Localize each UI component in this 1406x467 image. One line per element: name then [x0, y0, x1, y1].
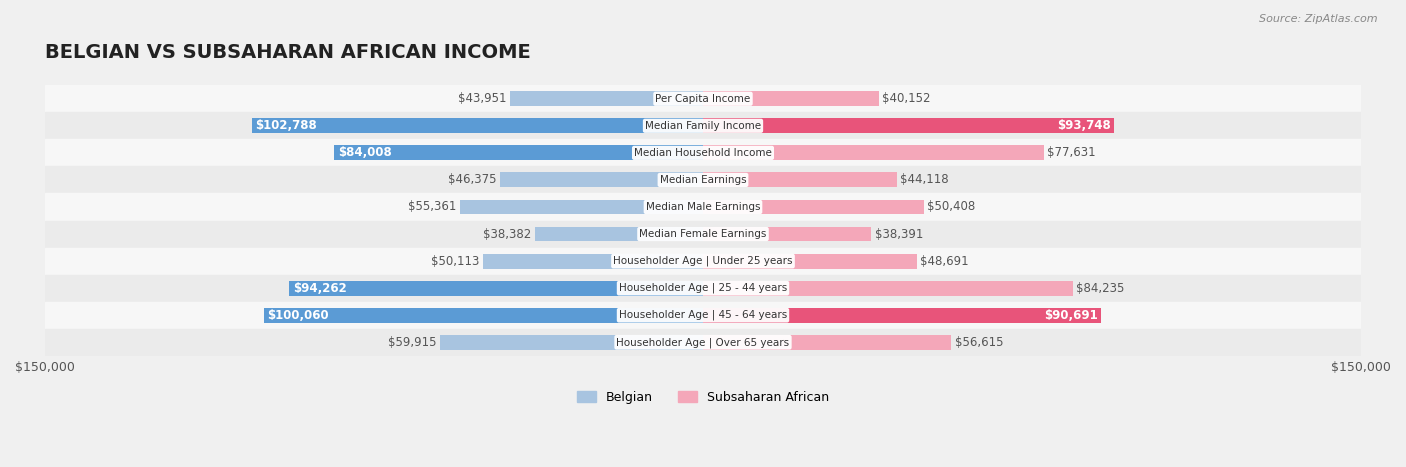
Bar — [703, 92, 879, 106]
Bar — [45, 329, 1361, 356]
Text: Median Family Income: Median Family Income — [645, 121, 761, 131]
Bar — [534, 226, 703, 241]
Text: Per Capita Income: Per Capita Income — [655, 94, 751, 104]
Bar — [460, 199, 703, 214]
Text: $38,391: $38,391 — [875, 227, 924, 241]
Bar — [703, 254, 917, 269]
Bar — [290, 281, 703, 296]
Bar — [440, 335, 703, 350]
Bar — [703, 118, 1115, 133]
Text: $77,631: $77,631 — [1047, 146, 1095, 159]
Text: $44,118: $44,118 — [900, 173, 949, 186]
Bar — [499, 172, 703, 187]
Text: Median Male Earnings: Median Male Earnings — [645, 202, 761, 212]
Bar — [484, 254, 703, 269]
Text: $59,915: $59,915 — [388, 336, 437, 349]
Bar — [264, 308, 703, 323]
Bar — [45, 139, 1361, 166]
Bar — [45, 193, 1361, 220]
Bar — [703, 199, 924, 214]
Text: Source: ZipAtlas.com: Source: ZipAtlas.com — [1260, 14, 1378, 24]
Text: $48,691: $48,691 — [920, 255, 969, 268]
Text: $38,382: $38,382 — [484, 227, 531, 241]
Bar — [335, 145, 703, 160]
Text: Median Household Income: Median Household Income — [634, 148, 772, 158]
Text: $94,262: $94,262 — [292, 282, 346, 295]
Bar — [252, 118, 703, 133]
Text: $90,691: $90,691 — [1043, 309, 1098, 322]
Bar — [703, 308, 1101, 323]
Text: $93,748: $93,748 — [1057, 119, 1111, 132]
Bar — [45, 220, 1361, 248]
Bar — [703, 226, 872, 241]
Bar — [45, 166, 1361, 193]
Text: Median Female Earnings: Median Female Earnings — [640, 229, 766, 239]
Bar — [45, 275, 1361, 302]
Text: $50,408: $50,408 — [928, 200, 976, 213]
Bar — [45, 302, 1361, 329]
Text: Householder Age | 25 - 44 years: Householder Age | 25 - 44 years — [619, 283, 787, 293]
Bar — [703, 281, 1073, 296]
Text: $43,951: $43,951 — [458, 92, 508, 105]
Text: $102,788: $102,788 — [256, 119, 318, 132]
Text: Median Earnings: Median Earnings — [659, 175, 747, 185]
Text: $84,235: $84,235 — [1076, 282, 1125, 295]
Bar — [45, 112, 1361, 139]
Bar — [703, 335, 952, 350]
Text: Householder Age | Under 25 years: Householder Age | Under 25 years — [613, 256, 793, 266]
Bar — [45, 85, 1361, 112]
Legend: Belgian, Subsaharan African: Belgian, Subsaharan African — [572, 386, 834, 409]
Text: $40,152: $40,152 — [883, 92, 931, 105]
Text: $55,361: $55,361 — [409, 200, 457, 213]
Text: $100,060: $100,060 — [267, 309, 329, 322]
Bar — [510, 92, 703, 106]
Text: $84,008: $84,008 — [337, 146, 391, 159]
Text: $56,615: $56,615 — [955, 336, 1002, 349]
Text: $50,113: $50,113 — [432, 255, 479, 268]
Bar — [703, 145, 1043, 160]
Text: Householder Age | 45 - 64 years: Householder Age | 45 - 64 years — [619, 310, 787, 320]
Bar — [703, 172, 897, 187]
Bar — [45, 248, 1361, 275]
Text: Householder Age | Over 65 years: Householder Age | Over 65 years — [616, 337, 790, 347]
Text: $46,375: $46,375 — [447, 173, 496, 186]
Text: BELGIAN VS SUBSAHARAN AFRICAN INCOME: BELGIAN VS SUBSAHARAN AFRICAN INCOME — [45, 43, 530, 62]
